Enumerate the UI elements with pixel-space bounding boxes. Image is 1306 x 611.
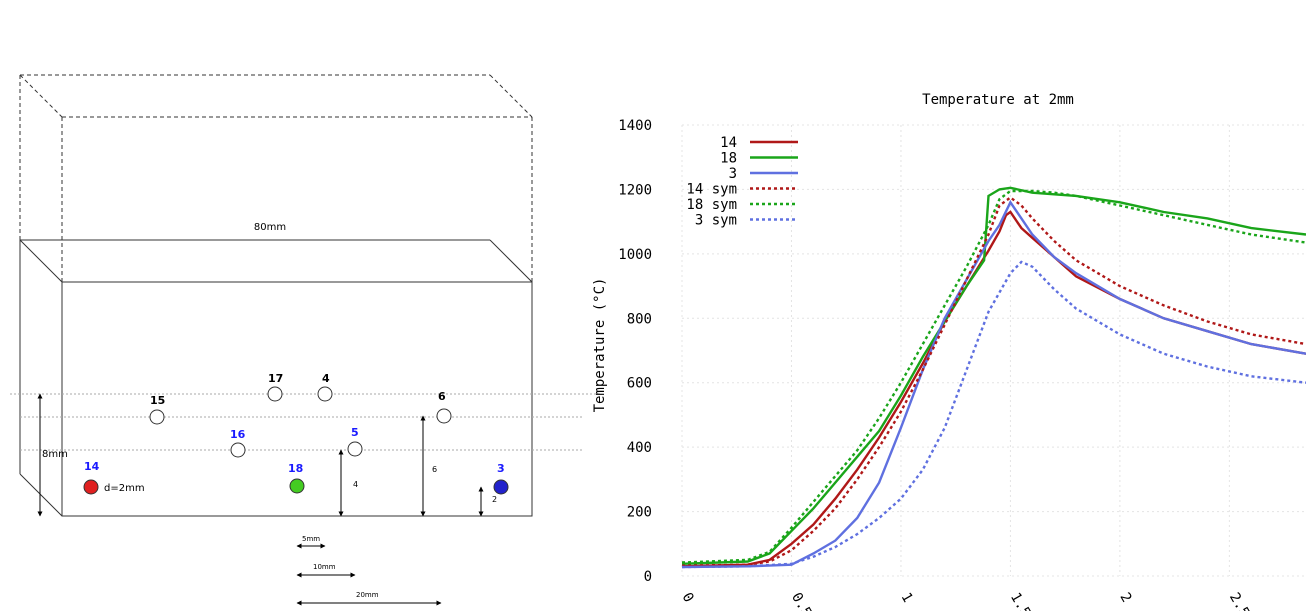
legend-label: 18	[720, 151, 737, 167]
hole-label: 15	[150, 394, 165, 407]
depth-label-2: 2	[492, 495, 497, 504]
y-tick-label: 1000	[618, 247, 652, 263]
series-lines	[681, 186, 1306, 569]
hole-17: 17	[267, 372, 283, 402]
diameter-label: d=2mm	[104, 483, 145, 494]
hole-15: 15	[149, 394, 165, 425]
hole-label: 16	[230, 428, 246, 441]
series-line-3-sym	[681, 260, 1306, 569]
block-outline	[19, 239, 533, 517]
hole-label: 5	[351, 426, 359, 439]
height-label: 8mm	[42, 449, 68, 460]
hole-label: 17	[268, 372, 283, 385]
hole-18: 18	[288, 462, 305, 494]
series-line-3	[681, 199, 1306, 569]
hole-label: 6	[438, 390, 446, 403]
x-tick-label: 1.5	[1007, 590, 1034, 611]
series-line-18-sym	[681, 189, 1306, 564]
chart-title: Temperature at 2mm	[922, 92, 1074, 108]
x-tick-label: 2.5	[1226, 590, 1253, 611]
grid	[681, 124, 1306, 577]
hole-6: 6	[436, 390, 452, 424]
hole-16: 16	[230, 428, 246, 458]
hole-5: 5	[347, 426, 363, 457]
hole-4: 4	[317, 372, 333, 402]
spacing-label-20mm: 20mm	[356, 591, 379, 599]
depth-label-6: 6	[432, 465, 437, 474]
legend-label: 14 sym	[686, 182, 737, 198]
x-tick-label: 2	[1116, 590, 1134, 605]
series-line-14	[681, 210, 1306, 568]
hole-label: 4	[322, 372, 330, 385]
spacing-label-10mm: 10mm	[313, 563, 336, 571]
hole-label: 18	[288, 462, 303, 475]
legend-label: 18 sym	[686, 197, 737, 213]
legend-label: 14	[720, 135, 737, 151]
legend-label: 3 sym	[695, 213, 737, 229]
y-tick-label: 1400	[618, 118, 652, 134]
y-tick-label: 200	[627, 505, 652, 521]
temperature-chart: Temperature at 2mm Temperature (°C) 0200…	[592, 92, 1306, 611]
series-line-18	[681, 186, 1306, 565]
y-tick-label: 400	[627, 440, 652, 456]
depth-label-4: 4	[353, 480, 358, 489]
depth-guide-lines	[10, 393, 600, 451]
x-tick-labels: 0 0.5 1 1.5 2 2.5	[679, 590, 1253, 611]
dashed-outline	[19, 74, 533, 282]
y-axis-label: Temperature (°C)	[592, 278, 608, 413]
hole-label: 3	[497, 462, 505, 475]
spacing-label-5mm: 5mm	[302, 535, 320, 543]
x-tick-label: 0	[679, 590, 697, 605]
y-tick-labels: 0 200 400 600 800 1000 1200 1400	[618, 118, 652, 585]
y-tick-label: 1200	[618, 182, 652, 198]
hole-3: 3	[493, 462, 509, 495]
y-tick-label: 800	[627, 311, 652, 327]
width-label: 80mm	[254, 222, 286, 233]
sample-block-diagram: 80mm 8mm 15 17 4 6 16 5 14 d=2mm 18 3 6	[10, 74, 600, 606]
y-tick-label: 0	[644, 569, 652, 585]
x-tick-label: 1	[897, 590, 915, 605]
hole-label: 14	[84, 460, 100, 473]
legend-label: 3	[729, 166, 737, 182]
x-tick-label: 0.5	[788, 590, 815, 611]
series-line-14-sym	[681, 196, 1306, 567]
hole-14: 14 d=2mm	[83, 460, 145, 495]
y-tick-label: 600	[627, 376, 652, 392]
